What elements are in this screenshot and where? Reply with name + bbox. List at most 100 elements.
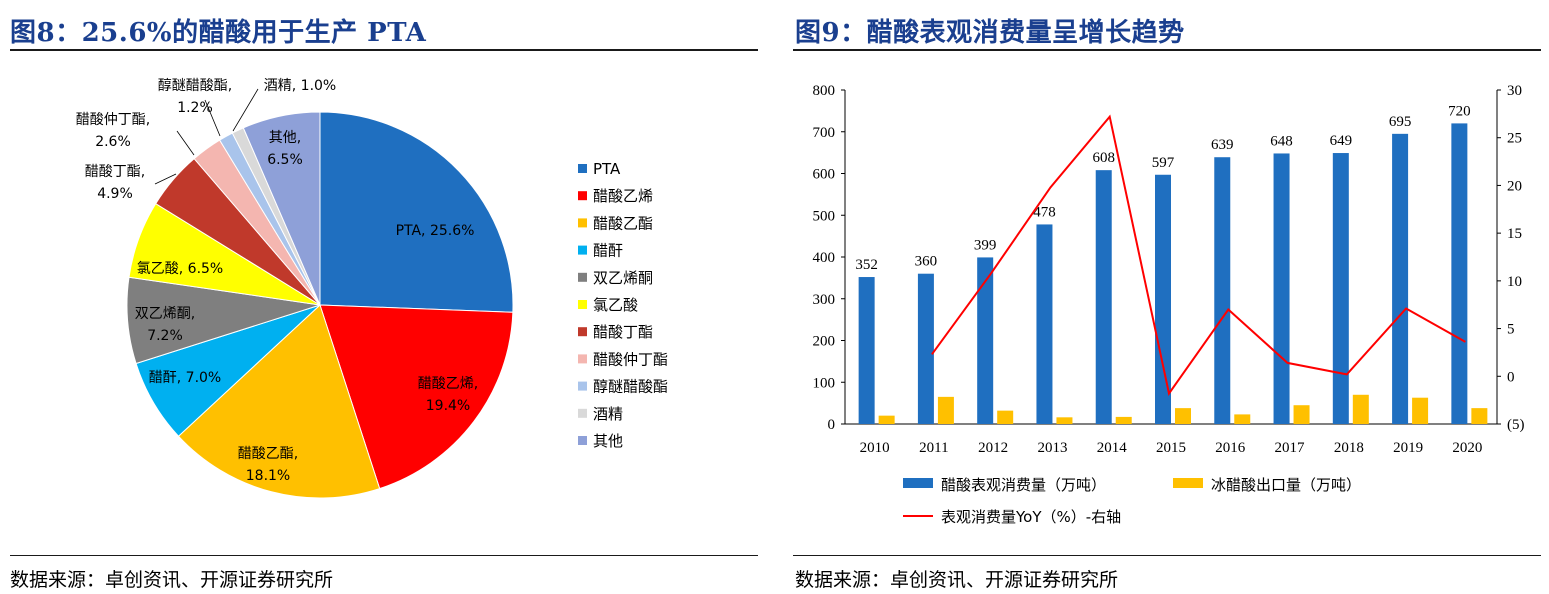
pie-label-10: 其他, 6.5% bbox=[267, 130, 303, 168]
bar-consumption-2013 bbox=[1036, 224, 1053, 424]
data-label-2010: 352 bbox=[855, 257, 878, 273]
pie-label-10-line: 其他, bbox=[269, 130, 301, 146]
right-tick-label: 10 bbox=[1507, 274, 1522, 290]
pie-slice-2 bbox=[177, 304, 381, 499]
legend-swatch-9 bbox=[578, 408, 587, 418]
pie-label-1-line: 醋酸乙烯, bbox=[418, 376, 478, 392]
pie-label-6-line: 4.9% bbox=[97, 186, 133, 202]
left-tick-label: 500 bbox=[813, 208, 836, 224]
right-tick-label: 0 bbox=[1507, 369, 1515, 385]
left-tick-label: 800 bbox=[813, 83, 836, 99]
right-tick-label: 20 bbox=[1507, 178, 1522, 194]
pie-label-0-line: PTA, 25.6% bbox=[396, 223, 475, 239]
pie-slice-10 bbox=[242, 111, 321, 306]
legend-swatch-5 bbox=[578, 300, 587, 309]
data-label-2012: 399 bbox=[974, 237, 997, 253]
data-label-2014: 608 bbox=[1092, 150, 1115, 166]
pie-label-7: 醋酸仲丁酯, 2.6% bbox=[76, 112, 150, 150]
bar-export-2012 bbox=[997, 410, 1014, 424]
figure-9-title: 图9：醋酸表观消费量呈增长趋势 bbox=[795, 18, 1185, 48]
pie-label-5-line: 氯乙酸, 6.5% bbox=[137, 261, 223, 277]
pie-label-8-line: 醇醚醋酸酯, bbox=[158, 77, 232, 94]
legend-label-9: 酒精 bbox=[593, 405, 623, 423]
pie-label-4: 双乙烯酮, 7.2% bbox=[135, 306, 195, 344]
data-label-2016: 639 bbox=[1211, 137, 1234, 153]
legend-label-8: 醇醚醋酸酯 bbox=[593, 378, 668, 396]
pie-leader-9 bbox=[232, 88, 259, 132]
pie-label-6: 醋酸丁酯, 4.9% bbox=[85, 164, 145, 202]
left-tick-label: 600 bbox=[813, 167, 836, 183]
legend-swatch-0 bbox=[903, 478, 933, 488]
bar-consumption-2012 bbox=[977, 257, 994, 424]
x-tick-label: 2013 bbox=[1037, 440, 1067, 456]
right-tick-label: 25 bbox=[1507, 131, 1522, 147]
pie-label-2: 醋酸乙酯, 18.1% bbox=[238, 446, 298, 484]
data-label-2013: 478 bbox=[1033, 204, 1056, 220]
legend-label-2: 表观消费量YoY（%）-右轴 bbox=[941, 508, 1121, 526]
x-tick-label: 2010 bbox=[860, 440, 890, 456]
legend-label-10: 其他 bbox=[593, 432, 623, 450]
left-tick-label: 100 bbox=[813, 375, 836, 391]
right-tick-label: (5) bbox=[1507, 417, 1525, 433]
legend-swatch-0 bbox=[578, 164, 587, 173]
pie-leader-6 bbox=[154, 173, 177, 185]
bar-consumption-2019 bbox=[1392, 133, 1409, 424]
pie-label-4-line: 双乙烯酮, bbox=[135, 306, 195, 322]
bar-consumption-2018 bbox=[1332, 153, 1349, 425]
legend-label-6: 醋酸丁酯 bbox=[593, 323, 653, 341]
x-tick-label: 2018 bbox=[1334, 440, 1364, 456]
pie-slice-1 bbox=[319, 304, 514, 490]
x-tick-label: 2016 bbox=[1215, 440, 1246, 456]
right-tick-label: 30 bbox=[1507, 83, 1522, 99]
pie-label-4-line: 7.2% bbox=[147, 328, 183, 344]
pie-label-7-line: 醋酸仲丁酯, bbox=[76, 112, 150, 128]
x-tick-label: 2011 bbox=[919, 440, 948, 456]
title-rule bbox=[793, 49, 1541, 51]
bar-export-2018 bbox=[1352, 394, 1369, 424]
bar-export-2014 bbox=[1115, 416, 1132, 424]
x-tick-label: 2017 bbox=[1275, 440, 1306, 456]
legend-label-1: 醋酸乙烯 bbox=[593, 187, 653, 205]
bar-consumption-2020 bbox=[1451, 123, 1468, 425]
data-label-2015: 597 bbox=[1152, 155, 1175, 171]
legend-swatch-1 bbox=[578, 191, 587, 201]
legend-swatch-6 bbox=[578, 327, 587, 337]
data-label-2019: 695 bbox=[1389, 114, 1412, 130]
x-tick-label: 2020 bbox=[1452, 440, 1482, 456]
x-tick-label: 2012 bbox=[978, 440, 1008, 456]
data-label-2017: 648 bbox=[1270, 133, 1293, 149]
bar-export-2010 bbox=[878, 415, 895, 424]
figure-8-source: 数据来源：卓创资讯、开源证券研究所 bbox=[10, 569, 334, 591]
figure-8-title: 图8：25.6%的醋酸用于生产 PTA bbox=[10, 18, 427, 48]
bar-consumption-2017 bbox=[1273, 153, 1290, 424]
right-tick-label: 15 bbox=[1507, 226, 1522, 242]
x-tick-label: 2019 bbox=[1393, 440, 1423, 456]
pie-chart: PTA, 25.6% 醋酸乙烯, 19.4% 醋酸乙酯, 18.1% 醋酐, 7.0% 双乙… bbox=[76, 77, 668, 499]
bar-export-2015 bbox=[1175, 408, 1191, 424]
data-label-2020: 720 bbox=[1448, 103, 1471, 119]
yoy-line bbox=[931, 114, 1466, 396]
bar-consumption-2014 bbox=[1095, 170, 1112, 424]
legend-swatch-8 bbox=[578, 381, 587, 391]
pie-label-8: 醇醚醋酸酯, 1.2% bbox=[158, 77, 232, 116]
legend-label-1: 冰醋酸出口量（万吨） bbox=[1211, 476, 1361, 494]
source-rule bbox=[793, 555, 1541, 556]
right-figure-panel: 图9：醋酸表观消费量呈增长趋势 0 100 200 300 400 500 600 700 80… bbox=[793, 0, 1549, 594]
left-tick-label: 0 bbox=[828, 417, 836, 433]
x-tick-label: 2014 bbox=[1097, 440, 1128, 456]
pie-leader-7 bbox=[176, 130, 195, 156]
pie-leader-8 bbox=[204, 99, 221, 137]
bar-consumption-2015 bbox=[1155, 174, 1171, 424]
pie-label-0: PTA, 25.6% bbox=[396, 223, 475, 239]
legend-label-2: 醋酸乙酯 bbox=[593, 214, 653, 232]
bar-consumption-2011 bbox=[917, 273, 934, 424]
legend-label-3: 醋酐 bbox=[593, 242, 623, 260]
pie-label-9-line: 酒精, 1.0% bbox=[264, 78, 336, 94]
legend-swatch-3 bbox=[578, 245, 587, 255]
legend-swatch-4 bbox=[578, 272, 587, 282]
pie-label-2-line: 醋酸乙酯, bbox=[238, 446, 298, 462]
bar-export-2020 bbox=[1471, 408, 1488, 424]
pie-label-5: 氯乙酸, 6.5% bbox=[137, 261, 223, 277]
pie-label-6-line: 醋酸丁酯, bbox=[85, 164, 145, 180]
pie-label-2-line: 18.1% bbox=[246, 468, 290, 484]
